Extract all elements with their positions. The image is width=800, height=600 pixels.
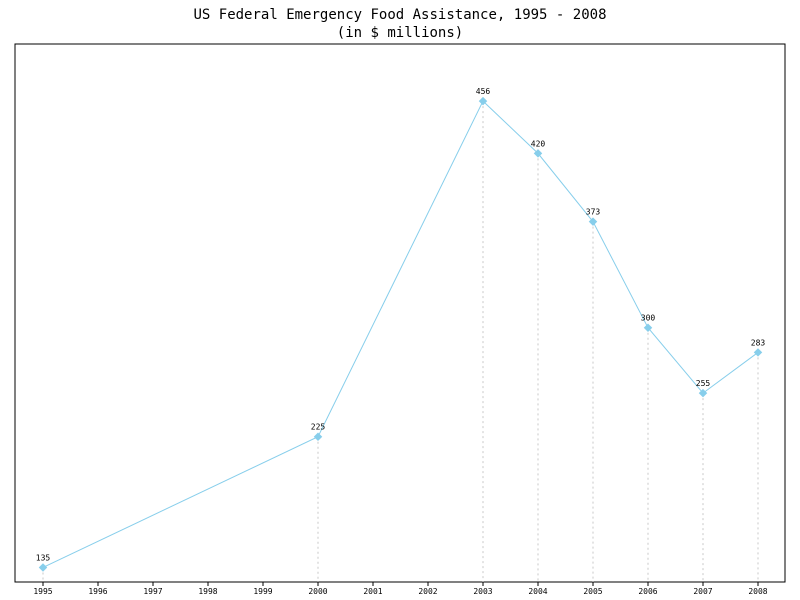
x-tick-label-2001: 2001 <box>363 587 382 596</box>
plot-area-frame <box>14 43 786 583</box>
x-tick-label-2002: 2002 <box>418 587 437 596</box>
x-tick-label-1995: 1995 <box>33 587 52 596</box>
x-tick-label-2005: 2005 <box>583 587 602 596</box>
x-tick-label-1997: 1997 <box>143 587 162 596</box>
x-tick-label-2003: 2003 <box>473 587 492 596</box>
x-tick-label-1999: 1999 <box>253 587 272 596</box>
x-tick-label-2004: 2004 <box>528 587 547 596</box>
data-label-2004: 420 <box>531 139 546 148</box>
data-label-2005: 373 <box>586 208 601 217</box>
data-point-2007 <box>698 388 708 398</box>
data-label-1995: 135 <box>36 553 51 562</box>
data-point-2006 <box>643 323 653 332</box>
chart-subtitle: (in $ millions) <box>337 25 463 41</box>
x-tick-label-1998: 1998 <box>198 587 217 596</box>
data-point-2000 <box>313 432 323 441</box>
series-line <box>42 100 759 568</box>
x-axis-ticks: 1995 1996 1997 1998 1999 2000 2001 2002 2003 2004… <box>33 582 768 596</box>
data-label-2000: 225 <box>311 423 326 432</box>
chart-title: US Federal Emergency Food Assistance, 19… <box>193 7 606 23</box>
x-tick-label-2008: 2008 <box>748 587 767 596</box>
data-label-2006: 300 <box>641 314 656 323</box>
x-tick-label-2000: 2000 <box>308 587 327 596</box>
data-label-2007: 255 <box>696 379 711 388</box>
data-point-1995 <box>38 563 48 572</box>
x-tick-label-2006: 2006 <box>638 587 657 596</box>
x-tick-label-2007: 2007 <box>693 587 712 596</box>
data-point-2008 <box>753 348 763 357</box>
point-labels: 135 225 456 420 373 300 255 283 <box>36 87 766 562</box>
data-label-2003: 456 <box>476 87 491 96</box>
data-label-2008: 283 <box>751 338 766 347</box>
x-tick-label-1996: 1996 <box>88 587 107 596</box>
series-layer <box>38 96 763 572</box>
data-point-2003 <box>478 96 488 106</box>
drop-lines <box>42 101 759 582</box>
